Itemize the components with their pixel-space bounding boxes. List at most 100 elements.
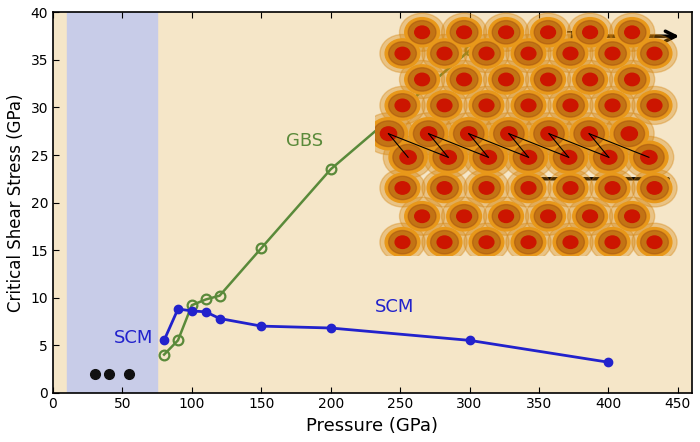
Ellipse shape [513, 145, 544, 170]
Ellipse shape [511, 173, 546, 202]
Ellipse shape [589, 141, 628, 173]
Ellipse shape [534, 21, 562, 44]
Ellipse shape [521, 47, 536, 60]
Ellipse shape [640, 150, 657, 164]
Ellipse shape [540, 210, 556, 222]
Ellipse shape [456, 73, 472, 86]
Ellipse shape [632, 86, 677, 124]
Ellipse shape [463, 137, 513, 178]
Ellipse shape [414, 121, 444, 147]
Ellipse shape [590, 169, 635, 207]
Ellipse shape [450, 205, 478, 228]
Ellipse shape [422, 34, 467, 72]
Ellipse shape [563, 236, 578, 248]
Ellipse shape [534, 205, 562, 228]
Ellipse shape [461, 127, 477, 141]
Ellipse shape [405, 202, 440, 231]
Ellipse shape [484, 197, 528, 235]
Ellipse shape [590, 34, 635, 72]
Ellipse shape [364, 113, 413, 155]
Bar [67, 12, 157, 392]
Ellipse shape [389, 141, 427, 173]
Ellipse shape [521, 236, 536, 248]
Ellipse shape [598, 94, 626, 117]
Ellipse shape [530, 118, 568, 150]
Ellipse shape [576, 68, 604, 91]
Ellipse shape [618, 68, 646, 91]
Ellipse shape [595, 228, 630, 257]
Ellipse shape [484, 61, 528, 99]
Ellipse shape [553, 173, 588, 202]
Ellipse shape [414, 73, 430, 86]
Ellipse shape [573, 202, 608, 231]
Ellipse shape [442, 13, 486, 51]
Ellipse shape [380, 86, 425, 124]
Ellipse shape [637, 91, 672, 120]
Ellipse shape [615, 202, 650, 231]
Ellipse shape [380, 127, 397, 141]
Ellipse shape [514, 176, 542, 200]
Ellipse shape [447, 18, 482, 47]
Ellipse shape [498, 73, 514, 86]
Ellipse shape [389, 176, 416, 200]
Ellipse shape [630, 141, 668, 173]
Ellipse shape [473, 94, 500, 117]
Ellipse shape [510, 141, 547, 173]
Ellipse shape [598, 176, 626, 200]
Ellipse shape [422, 223, 467, 261]
Ellipse shape [534, 121, 564, 147]
Ellipse shape [548, 34, 593, 72]
Ellipse shape [541, 127, 557, 141]
Ellipse shape [582, 210, 598, 222]
Ellipse shape [574, 121, 604, 147]
Ellipse shape [624, 26, 640, 38]
Ellipse shape [540, 73, 556, 86]
Ellipse shape [615, 18, 650, 47]
Ellipse shape [389, 231, 416, 254]
Ellipse shape [469, 91, 504, 120]
Ellipse shape [479, 99, 494, 112]
Ellipse shape [576, 205, 604, 228]
Ellipse shape [634, 145, 664, 170]
Ellipse shape [624, 137, 673, 178]
Ellipse shape [621, 127, 638, 141]
Ellipse shape [624, 210, 640, 222]
Ellipse shape [637, 173, 672, 202]
Ellipse shape [605, 47, 620, 60]
Ellipse shape [480, 150, 496, 164]
Text: SCM: SCM [114, 329, 153, 347]
Ellipse shape [430, 42, 458, 65]
Ellipse shape [618, 205, 646, 228]
Ellipse shape [405, 18, 440, 47]
Ellipse shape [430, 231, 458, 254]
Ellipse shape [473, 176, 500, 200]
Ellipse shape [395, 99, 410, 112]
Ellipse shape [553, 91, 588, 120]
Ellipse shape [408, 68, 436, 91]
Ellipse shape [534, 68, 562, 91]
Ellipse shape [385, 228, 420, 257]
Ellipse shape [570, 118, 608, 150]
Ellipse shape [605, 99, 620, 112]
Ellipse shape [454, 121, 484, 147]
Ellipse shape [582, 26, 598, 38]
Ellipse shape [414, 26, 430, 38]
Ellipse shape [556, 94, 584, 117]
Ellipse shape [444, 113, 494, 155]
Ellipse shape [595, 39, 630, 68]
Ellipse shape [556, 176, 584, 200]
Ellipse shape [563, 47, 578, 60]
Ellipse shape [389, 42, 416, 65]
Ellipse shape [554, 145, 584, 170]
Ellipse shape [442, 197, 486, 235]
Ellipse shape [514, 231, 542, 254]
Ellipse shape [384, 137, 433, 178]
Ellipse shape [521, 182, 536, 194]
Ellipse shape [506, 34, 551, 72]
Ellipse shape [433, 145, 463, 170]
Ellipse shape [450, 68, 478, 91]
Ellipse shape [430, 94, 458, 117]
Ellipse shape [615, 65, 650, 94]
Ellipse shape [393, 145, 424, 170]
Ellipse shape [568, 13, 612, 51]
